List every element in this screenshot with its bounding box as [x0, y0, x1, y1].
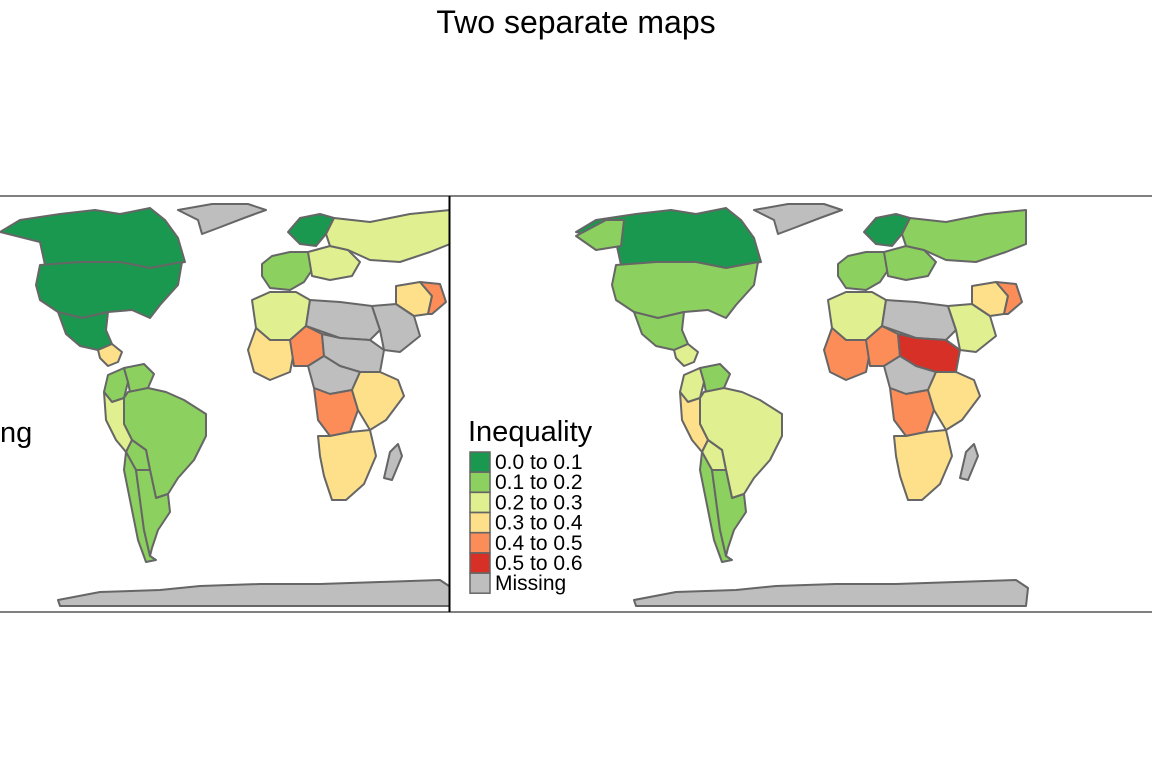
legend-items: 0.0 to 0.10.1 to 0.20.2 to 0.30.3 to 0.4… — [469, 451, 583, 595]
region-antarctica — [57, 579, 449, 607]
legend-label: 0.4 to 0.5 — [495, 532, 583, 555]
legend-label: 0.1 to 0.2 — [495, 471, 583, 494]
region-southern_africa — [317, 429, 377, 501]
region-afghanistan — [419, 281, 447, 315]
legend-label: 0.3 to 0.4 — [495, 512, 583, 535]
region-drc — [313, 387, 359, 437]
legend-swatch — [469, 552, 491, 574]
region-canada — [0, 207, 186, 269]
region-western_europe — [261, 251, 313, 291]
legend-swatch — [469, 471, 491, 493]
region-east_africa — [351, 371, 405, 431]
left-legend-title-fragment: ng — [0, 417, 32, 449]
page-title: Two separate maps — [436, 4, 716, 40]
region-east_africa — [927, 371, 981, 431]
legend-label: 0.2 to 0.3 — [495, 491, 583, 514]
region-drc — [889, 387, 935, 437]
region-mexico — [633, 311, 689, 351]
region-afghanistan — [995, 281, 1023, 315]
region-greenland — [177, 203, 267, 235]
right-map-frame — [449, 195, 1152, 613]
legend-label: 0.5 to 0.6 — [495, 552, 583, 575]
legend: Inequality 0.0 to 0.10.1 to 0.20.2 to 0.… — [468, 416, 593, 595]
right-map-regions — [575, 203, 1029, 607]
legend-swatch — [469, 491, 491, 514]
region-mexico — [57, 311, 113, 351]
region-madagascar — [383, 443, 403, 481]
left-map-panel: ng — [0, 195, 450, 613]
region-russia — [325, 209, 449, 263]
region-western_europe — [837, 251, 889, 291]
region-usa — [611, 261, 759, 319]
legend-swatch — [469, 532, 491, 554]
legend-swatch — [469, 511, 491, 534]
legend-swatch — [469, 451, 491, 473]
region-alaska — [575, 219, 625, 251]
left-map-frame — [0, 195, 450, 613]
region-southern_africa — [893, 429, 953, 501]
region-central_america — [97, 343, 123, 367]
legend-title: Inequality — [468, 416, 593, 448]
legend-swatch — [469, 572, 491, 594]
region-greenland — [753, 203, 843, 235]
legend-label: Missing — [495, 572, 566, 595]
region-usa — [35, 261, 183, 319]
region-argentina — [135, 469, 171, 557]
right-map-panel: Inequality 0.0 to 0.10.1 to 0.20.2 to 0.… — [449, 195, 1152, 613]
legend-label: 0.0 to 0.1 — [495, 451, 583, 474]
region-central_america — [673, 343, 699, 367]
region-argentina — [711, 469, 747, 557]
region-antarctica — [633, 579, 1029, 607]
left-map-regions — [0, 203, 449, 607]
region-russia — [901, 209, 1027, 263]
region-madagascar — [959, 443, 979, 481]
